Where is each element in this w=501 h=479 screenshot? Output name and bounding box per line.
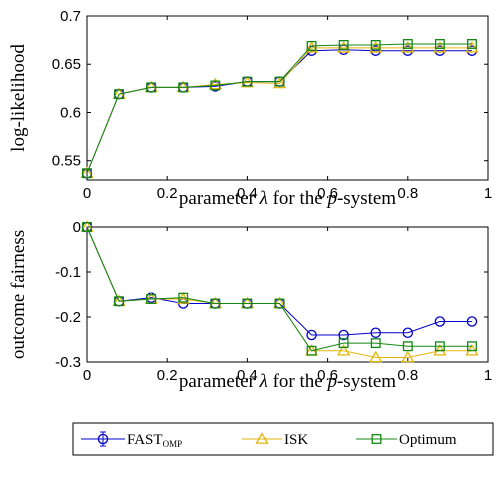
- data-point: [274, 76, 285, 87]
- legend-label-subscript: OMP: [163, 439, 183, 449]
- legend-entry-1: ISK: [242, 432, 308, 448]
- data-point: [401, 41, 415, 53]
- x-axis-label: parameter λ for the p-system: [179, 371, 396, 392]
- legend-entry-2: Optimum: [356, 432, 457, 448]
- data-point: [370, 338, 381, 349]
- x-tick-label: 0.6: [317, 367, 338, 384]
- data-point: [114, 296, 125, 307]
- x-tick-label: 0.4: [237, 367, 258, 384]
- data-point: [146, 82, 157, 93]
- y-tick-label: 0.6: [60, 104, 81, 121]
- data-point: [114, 89, 125, 100]
- series-fast_omp: [81, 44, 478, 179]
- series-line: [86, 49, 472, 174]
- y-axis-label: log-likelihood: [8, 44, 29, 152]
- data-point: [146, 294, 157, 304]
- x-tick-label: 0.8: [397, 185, 418, 202]
- data-point: [434, 39, 445, 49]
- series-optimum: [82, 39, 477, 179]
- data-point: [402, 327, 414, 338]
- x-tick-label: 0.2: [157, 185, 178, 202]
- data-point: [465, 41, 479, 53]
- data-point: [370, 39, 381, 50]
- y-tick-label: 0: [73, 219, 81, 236]
- data-point: [401, 350, 415, 363]
- series-line: [86, 47, 472, 174]
- series-isk: [80, 41, 479, 179]
- series-isk: [80, 220, 479, 363]
- data-point: [337, 41, 351, 53]
- data-point: [210, 298, 221, 309]
- data-point: [208, 77, 222, 90]
- data-point: [369, 41, 383, 53]
- legend-label-text: ISK: [284, 432, 308, 448]
- legend-box: [72, 422, 494, 456]
- series-line: [86, 43, 472, 174]
- data-point: [434, 341, 445, 352]
- data-point: [338, 338, 349, 349]
- legend-label-text: Optimum: [399, 432, 457, 448]
- x-tick-label: 0: [83, 185, 91, 202]
- y-axis-label: outcome fairness: [8, 230, 29, 359]
- y-tick-label: 0.65: [52, 56, 81, 73]
- series-fast_omp: [81, 221, 478, 341]
- legend-marker: [255, 432, 269, 444]
- data-point: [178, 292, 189, 303]
- legend-label: ISK: [284, 432, 308, 448]
- x-tick-label: 0.6: [317, 185, 338, 202]
- y-tick-label: -0.1: [55, 264, 81, 281]
- data-point: [272, 76, 287, 89]
- y-tick-label: 0.7: [60, 8, 81, 25]
- series-line: [86, 226, 472, 336]
- x-tick-label: 0: [83, 367, 91, 384]
- y-tick-label: -0.2: [55, 309, 81, 326]
- legend-marker: [371, 434, 382, 444]
- data-point: [242, 76, 253, 87]
- data-point: [306, 345, 317, 356]
- x-tick-label: 0.8: [397, 367, 418, 384]
- data-point: [434, 316, 446, 327]
- data-point: [370, 327, 381, 338]
- data-point: [274, 298, 285, 309]
- data-point: [242, 298, 253, 309]
- y-tick-label: 0.55: [52, 153, 81, 170]
- legend-label: Optimum: [399, 432, 457, 448]
- series-optimum: [82, 222, 477, 356]
- data-point: [304, 41, 319, 53]
- outcome-fairness-plot: 0 0.2 0.4 0.6 0.8 1 -0.3 -0.2 -0.1 0 parameter λ f…: [8, 219, 492, 392]
- series-line: [86, 226, 472, 352]
- data-point: [466, 316, 478, 327]
- data-point: [467, 39, 477, 49]
- x-tick-label: 1: [484, 185, 492, 202]
- data-point: [433, 41, 447, 53]
- data-point: [82, 222, 92, 232]
- legend-label: FASTOMP: [127, 432, 182, 449]
- series-line: [86, 226, 472, 358]
- data-point: [178, 82, 189, 93]
- x-axis-label: parameter λ for the p-system: [179, 188, 396, 209]
- axes-box: [86, 15, 489, 181]
- data-point: [402, 39, 413, 49]
- legend-label-text: FAST: [127, 432, 163, 448]
- x-tick-label: 0.4: [237, 185, 258, 202]
- log-likelihood-plot: 0 0.2 0.4 0.6 0.8 1 0.55 0.6 0.65 0.7 parameter λ …: [8, 8, 492, 209]
- y-tick-label: -0.3: [55, 354, 81, 371]
- x-tick-label: 1: [484, 367, 492, 384]
- legend-entry-0: FASTOMP: [81, 431, 182, 449]
- data-point: [210, 80, 221, 91]
- axes-box: [86, 226, 489, 363]
- data-point: [306, 40, 317, 51]
- data-point: [467, 341, 477, 352]
- data-point: [338, 39, 349, 50]
- data-point: [402, 341, 413, 352]
- data-point: [306, 329, 317, 341]
- x-tick-label: 0.2: [157, 367, 178, 384]
- data-point: [337, 343, 351, 356]
- data-point: [82, 168, 92, 179]
- legend: FASTOMP ISK Optimum: [72, 422, 494, 456]
- data-point: [369, 350, 383, 363]
- data-point: [338, 329, 349, 341]
